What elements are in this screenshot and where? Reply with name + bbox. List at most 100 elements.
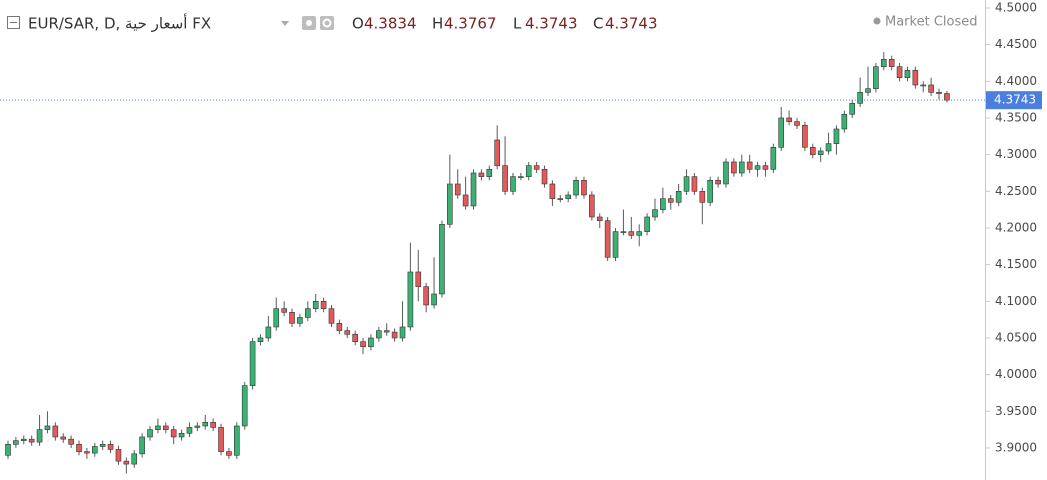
candle-body bbox=[91, 446, 98, 454]
dropdown-caret[interactable] bbox=[281, 21, 289, 26]
plot bbox=[0, 51, 985, 474]
candle-body bbox=[589, 194, 595, 218]
candle-body bbox=[857, 92, 863, 104]
settings-icon-dot bbox=[306, 20, 312, 26]
y-tick-label: 4.4000 bbox=[995, 74, 1037, 88]
candle-body bbox=[376, 330, 382, 339]
candle-body bbox=[415, 271, 422, 287]
candle-body bbox=[723, 161, 729, 185]
candle-body bbox=[5, 443, 11, 456]
candle-body bbox=[644, 216, 650, 232]
candle-body bbox=[186, 427, 193, 434]
candle-body bbox=[399, 326, 406, 339]
candle-body bbox=[604, 220, 611, 258]
candle-body bbox=[226, 451, 232, 456]
candle-body bbox=[257, 337, 264, 342]
candle-body bbox=[518, 176, 524, 178]
candle-body bbox=[273, 308, 280, 328]
candle-body bbox=[281, 308, 287, 313]
candle-body bbox=[44, 425, 51, 430]
candle-body bbox=[439, 224, 445, 295]
ohlc-value: 4.3767 bbox=[444, 15, 497, 33]
y-tick-label: 4.2500 bbox=[995, 184, 1037, 198]
candle-body bbox=[628, 231, 635, 236]
candle-body bbox=[833, 128, 840, 144]
candle-body bbox=[770, 147, 777, 170]
candle-body bbox=[336, 322, 343, 331]
candle-body bbox=[754, 165, 761, 170]
candle-body bbox=[265, 326, 272, 339]
candle-body bbox=[202, 421, 209, 427]
y-tick-label: 4.2000 bbox=[995, 220, 1037, 234]
ohlc-readout: O 4.3834 H 4.3767 L 4.3743 C 4.3743 bbox=[352, 15, 658, 33]
candle-body bbox=[155, 425, 161, 430]
price-axis: 4.5000 4.4500 4.4000 4.3500 4.3000 4.2500 4.20… bbox=[985, 0, 1042, 454]
candle-body bbox=[786, 117, 792, 122]
candle-body bbox=[660, 198, 666, 210]
candle-body bbox=[636, 231, 643, 236]
candle-body bbox=[778, 117, 785, 148]
candle-body bbox=[360, 341, 366, 348]
candle-body bbox=[573, 180, 579, 196]
candle-body bbox=[675, 191, 682, 203]
candle-body bbox=[36, 429, 43, 443]
candle-body bbox=[699, 191, 706, 203]
candle-body bbox=[99, 443, 106, 447]
candle-body bbox=[802, 125, 808, 148]
candle-body bbox=[241, 385, 248, 427]
ohlc-label: O bbox=[352, 15, 364, 33]
candle-body bbox=[612, 231, 619, 258]
y-tick-label: 3.9000 bbox=[995, 440, 1037, 454]
candle-body bbox=[620, 231, 627, 233]
y-tick-label: 4.0000 bbox=[995, 367, 1037, 381]
candle-body bbox=[936, 92, 942, 94]
candle-body bbox=[391, 331, 398, 339]
candle-body bbox=[928, 84, 934, 93]
candle-body bbox=[525, 165, 532, 177]
candle-body bbox=[383, 330, 390, 333]
candle-body bbox=[462, 194, 469, 207]
candle-body bbox=[320, 301, 327, 309]
ohlc-value: 4.3743 bbox=[605, 15, 658, 33]
candle-body bbox=[912, 70, 919, 86]
y-tick-label: 4.5000 bbox=[995, 0, 1037, 14]
candle-body bbox=[841, 114, 848, 130]
candle-body bbox=[809, 147, 816, 155]
candle-body bbox=[76, 443, 82, 452]
candle-body bbox=[865, 88, 871, 93]
candle-body bbox=[794, 121, 800, 126]
candle-body bbox=[249, 341, 256, 386]
candle-body bbox=[873, 66, 879, 89]
candle-body bbox=[581, 180, 587, 196]
candle-body bbox=[131, 453, 138, 465]
symbol-title: EUR/SAR, D, أسعار حية FX bbox=[28, 14, 211, 33]
candle-body bbox=[880, 59, 887, 67]
candle-body bbox=[289, 312, 295, 324]
candle-body bbox=[596, 216, 603, 221]
ohlc-label: H bbox=[432, 15, 443, 33]
candle-body bbox=[454, 183, 461, 196]
candle-body bbox=[305, 308, 311, 318]
y-tick-label: 4.3500 bbox=[995, 110, 1037, 124]
candle-body bbox=[691, 176, 698, 192]
candle-body bbox=[715, 180, 721, 185]
ohlc-value: 4.3743 bbox=[525, 15, 578, 33]
candle-body bbox=[84, 451, 90, 454]
y-tick-label: 4.3000 bbox=[995, 147, 1037, 161]
candle-body bbox=[312, 301, 319, 309]
gear-icon[interactable] bbox=[320, 16, 334, 30]
candle-body bbox=[28, 438, 35, 443]
candle-body bbox=[731, 161, 737, 174]
candle-body bbox=[541, 169, 548, 185]
y-tick-label: 4.1000 bbox=[995, 294, 1037, 308]
candle-body bbox=[825, 143, 832, 152]
candle-body bbox=[502, 165, 508, 192]
candle-body bbox=[218, 427, 224, 452]
candle-body bbox=[344, 330, 351, 335]
candle-body bbox=[478, 172, 485, 177]
candle-body bbox=[549, 183, 556, 199]
candle-body bbox=[667, 198, 674, 203]
candle-body bbox=[170, 429, 177, 438]
